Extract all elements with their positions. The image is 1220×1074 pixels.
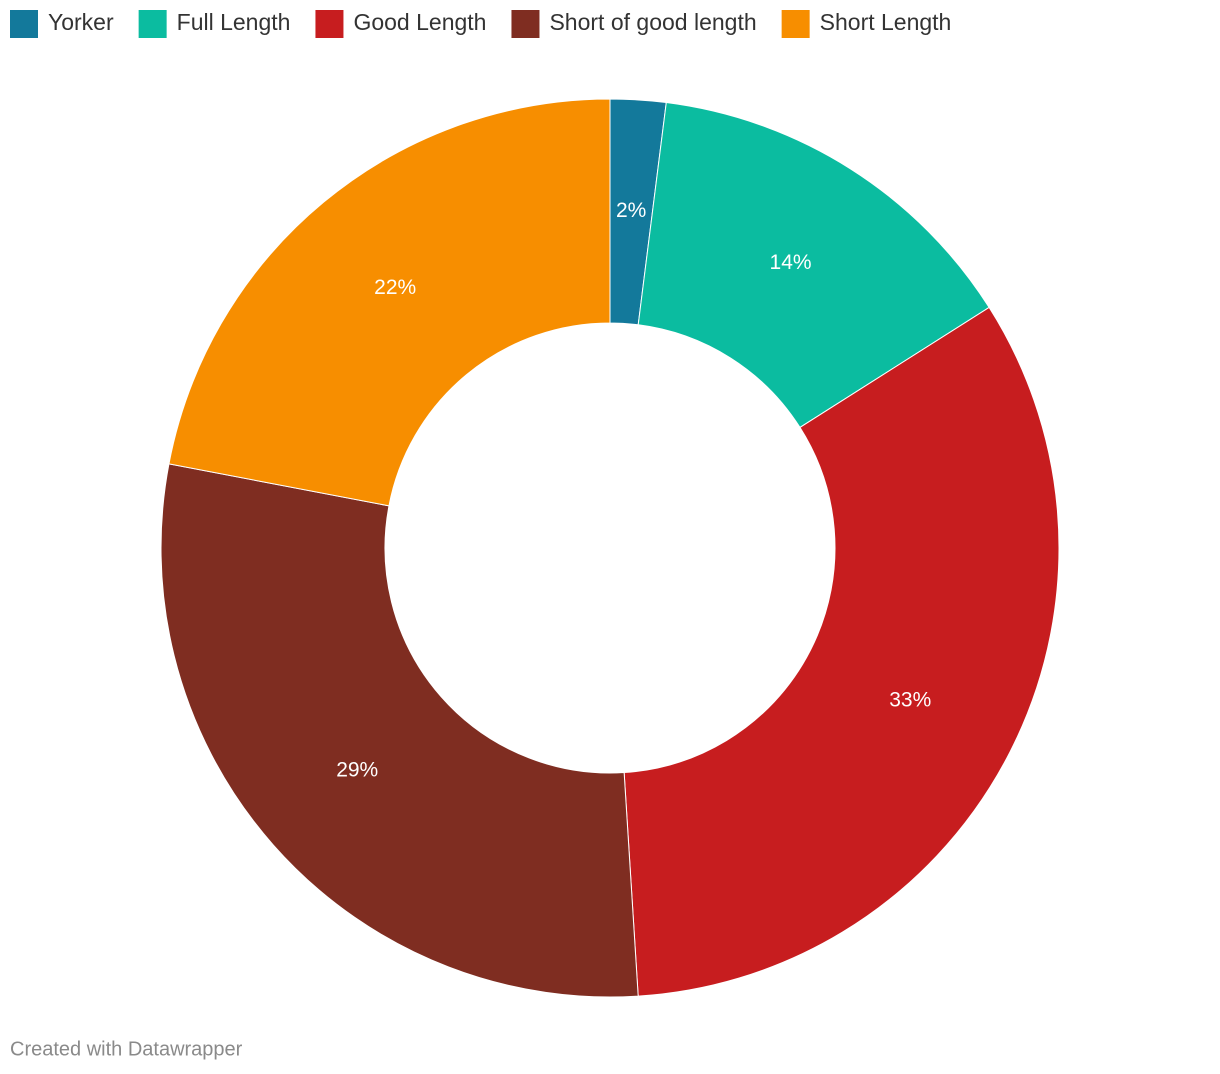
slice — [168, 98, 611, 507]
legend-label: Full Length — [177, 9, 291, 35]
value-label: 29% — [336, 758, 378, 781]
legend-swatch — [781, 10, 810, 38]
footer: Created with Datawrapper — [10, 1038, 243, 1060]
value-label: 14% — [770, 251, 812, 274]
legend-swatch — [315, 10, 344, 38]
slice — [623, 306, 1060, 997]
value-label: 2% — [616, 199, 646, 222]
legend-label: Yorker — [48, 9, 114, 35]
legend-swatch — [511, 10, 540, 38]
legend-swatch — [10, 10, 38, 38]
value-label: 22% — [374, 276, 416, 299]
slice — [637, 101, 990, 429]
legend-swatch — [138, 10, 167, 38]
slice — [160, 463, 639, 998]
legend-label: Short of good length — [549, 9, 756, 35]
legend-label: Short Length — [820, 9, 952, 35]
legend-label: Good Length — [353, 9, 486, 35]
value-label: 33% — [889, 689, 931, 712]
